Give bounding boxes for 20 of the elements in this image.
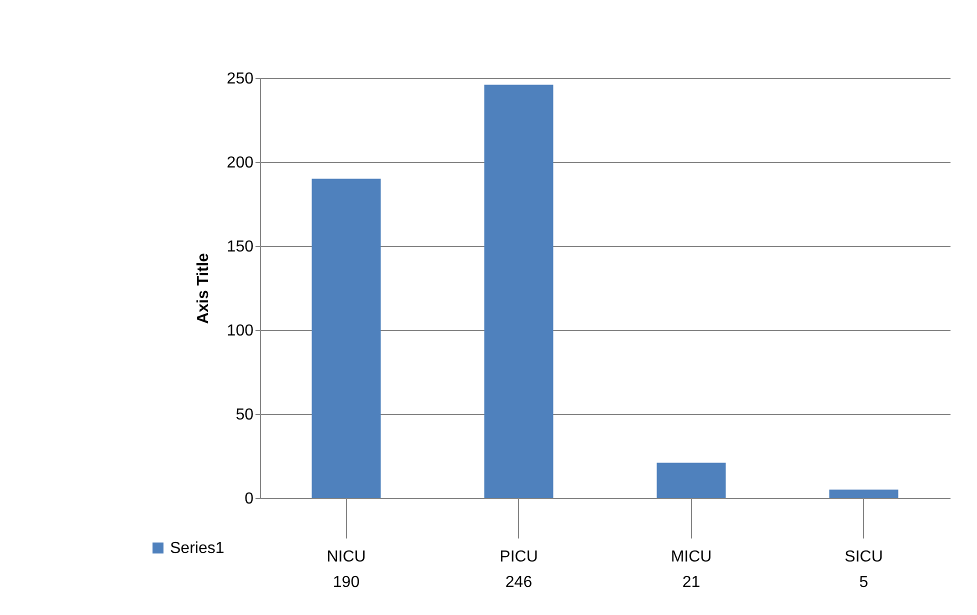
x-tick-label: SICU [844, 548, 883, 566]
y-tick-label: 50 [236, 406, 254, 424]
bar [484, 84, 554, 498]
data-label: 246 [505, 574, 532, 591]
legend-label: Series1 [170, 540, 224, 557]
y-tick-label: 0 [244, 490, 254, 508]
x-tick-label: MICU [670, 548, 712, 566]
data-label: 190 [332, 574, 360, 591]
y-tick-label: 200 [226, 154, 254, 172]
y-tick-label: 250 [226, 70, 254, 88]
bar [829, 490, 898, 498]
data-label: 21 [682, 574, 700, 591]
y-tick-label: 100 [226, 322, 254, 340]
x-tick-label: PICU [500, 548, 538, 566]
y-tick-label: 150 [226, 238, 254, 256]
x-tick-label: NICU [326, 548, 366, 566]
bar [312, 178, 381, 498]
data-label: 5 [859, 574, 868, 591]
bar [656, 462, 726, 498]
y-axis-title: Axis Title [194, 252, 212, 324]
